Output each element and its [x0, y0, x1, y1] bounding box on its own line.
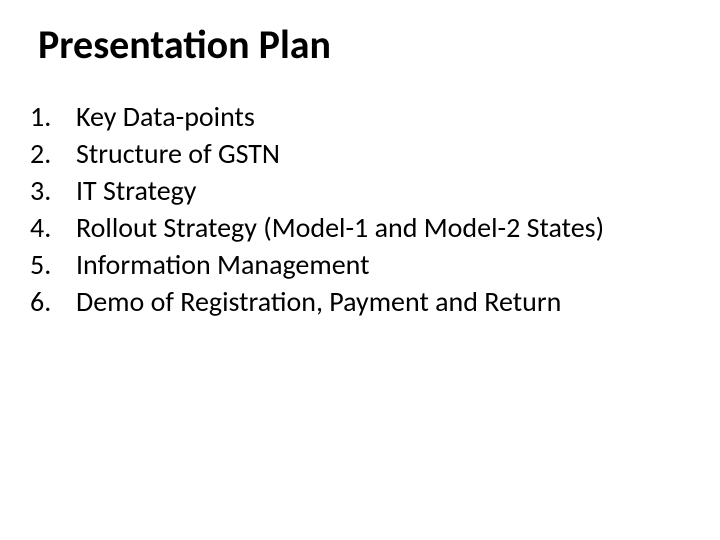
- list-item: Information Management: [30, 247, 690, 282]
- list-item-text: Demo of Registration, Payment and Return: [76, 284, 690, 319]
- list-item-text: Rollout Strategy (Model-1 and Model-2 St…: [76, 210, 690, 245]
- list-item: Rollout Strategy (Model-1 and Model-2 St…: [30, 210, 690, 245]
- list-item: Demo of Registration, Payment and Return: [30, 284, 690, 319]
- list-item: Key Data-points: [30, 99, 690, 134]
- list-item-text: IT Strategy: [76, 173, 690, 208]
- ordered-list: Key Data-points Structure of GSTN IT Str…: [30, 99, 690, 319]
- list-item-text: Key Data-points: [76, 99, 690, 134]
- list-item: Structure of GSTN: [30, 136, 690, 171]
- list-item-text: Structure of GSTN: [76, 136, 690, 171]
- list-item-text: Information Management: [76, 247, 690, 282]
- slide-container: Presentation Plan Key Data-points Struct…: [0, 0, 720, 540]
- page-title: Presentation Plan: [38, 20, 690, 69]
- list-item: IT Strategy: [30, 173, 690, 208]
